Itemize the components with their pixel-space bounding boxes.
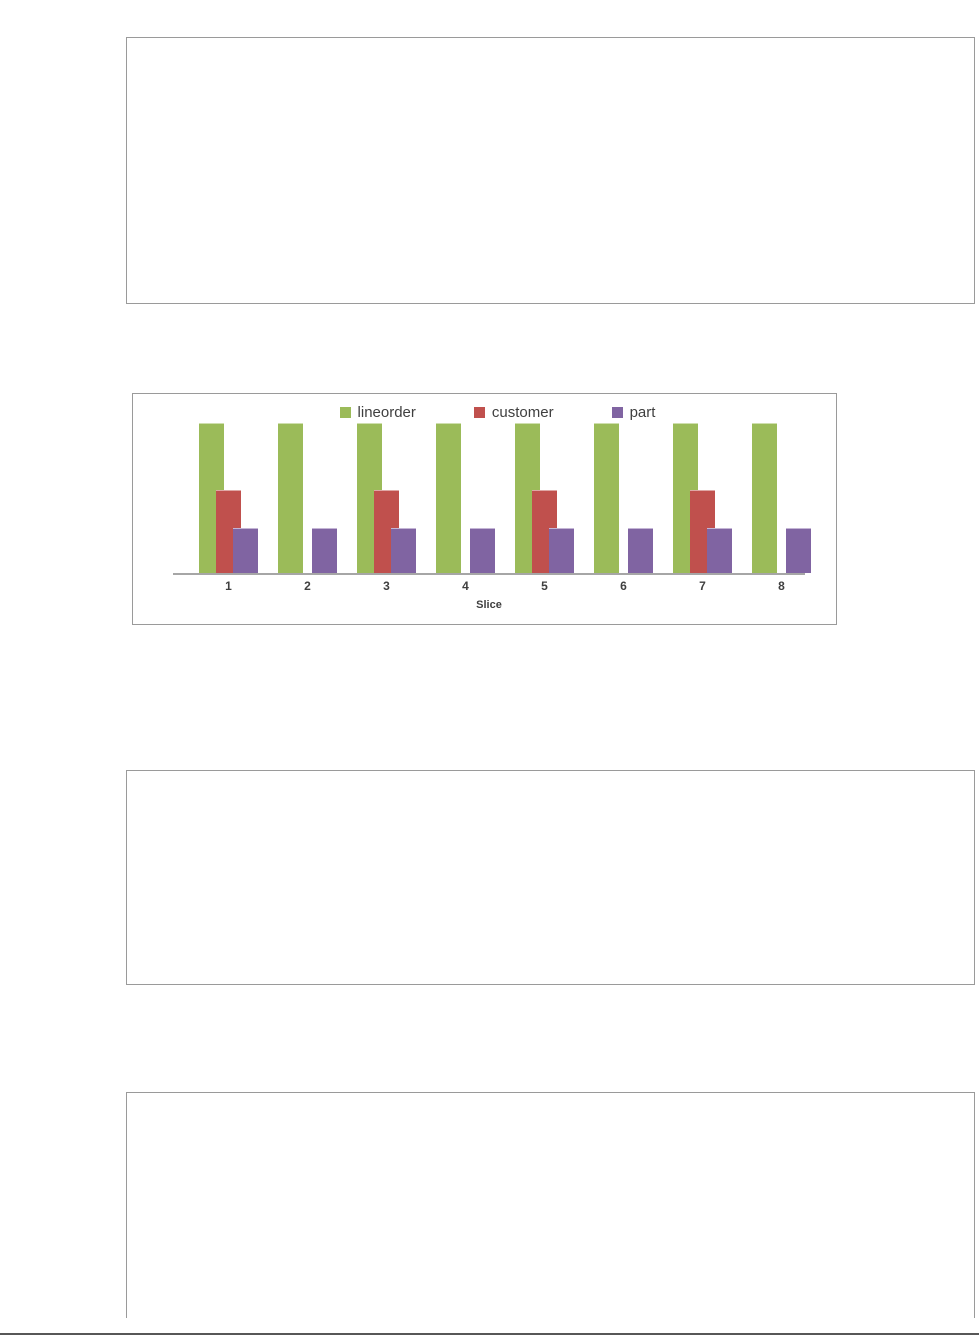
legend-swatch-part (611, 406, 623, 418)
bar-lineorder-6[interactable] (594, 423, 619, 573)
bar-part-8[interactable] (786, 528, 811, 573)
bar-group (673, 423, 732, 573)
bar-group (436, 423, 495, 573)
bar-part-7[interactable] (707, 528, 732, 573)
bar-group (278, 423, 337, 573)
page-bottom-rule (0, 1333, 979, 1335)
chart-plot-area (173, 423, 811, 573)
x-tick-label: 5 (541, 579, 548, 593)
x-tick-label: 6 (620, 579, 627, 593)
legend-swatch-lineorder (339, 406, 351, 418)
bar-part-3[interactable] (391, 528, 416, 573)
bar-lineorder-8[interactable] (752, 423, 777, 573)
x-tick-label: 2 (304, 579, 311, 593)
x-tick-label: 8 (778, 579, 785, 593)
x-axis-tick-labels: 1 2 3 4 5 6 7 8 (173, 579, 805, 597)
bar-group (752, 423, 811, 573)
upper-text-frame (126, 37, 975, 304)
lower-text-frame (126, 1092, 975, 1318)
x-tick-label: 4 (462, 579, 469, 593)
bar-group (594, 423, 653, 573)
bar-part-5[interactable] (549, 528, 574, 573)
x-axis-line (173, 573, 805, 575)
legend-swatch-customer (473, 406, 485, 418)
legend-entry-part[interactable]: part (611, 403, 656, 421)
legend-label-part: part (629, 403, 656, 421)
bar-group (199, 423, 258, 573)
bar-part-2[interactable] (312, 528, 337, 573)
legend-label-customer: customer (491, 403, 554, 421)
legend-entry-lineorder[interactable]: lineorder (339, 403, 416, 421)
legend-entry-customer[interactable]: customer (473, 403, 554, 421)
bar-part-4[interactable] (470, 528, 495, 573)
bar-group (515, 423, 574, 573)
middle-text-frame (126, 770, 975, 985)
x-tick-label: 3 (383, 579, 390, 593)
bar-part-1[interactable] (233, 528, 258, 573)
x-axis-title: Slice (476, 599, 502, 611)
bar-part-6[interactable] (628, 528, 653, 573)
x-tick-label: 7 (699, 579, 706, 593)
bar-group (357, 423, 416, 573)
legend-label-lineorder: lineorder (357, 403, 416, 421)
bar-lineorder-2[interactable] (278, 423, 303, 573)
x-tick-label: 1 (225, 579, 232, 593)
bar-chart: lineorder customer part 1 2 3 4 5 6 7 8 Slice (132, 393, 837, 625)
chart-legend: lineorder customer part (133, 400, 836, 424)
bar-lineorder-4[interactable] (436, 423, 461, 573)
